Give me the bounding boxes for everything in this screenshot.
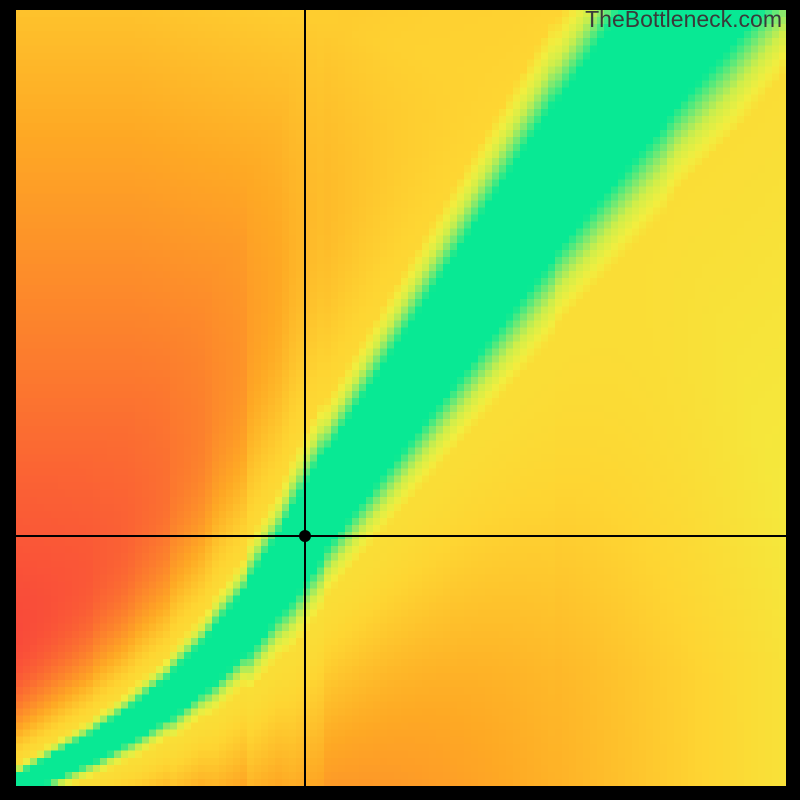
crosshair-horizontal bbox=[16, 535, 786, 537]
crosshair-point bbox=[299, 530, 311, 542]
bottleneck-heatmap bbox=[16, 10, 786, 786]
watermark-text: TheBottleneck.com bbox=[585, 6, 782, 33]
crosshair-vertical bbox=[304, 10, 306, 786]
chart-container: TheBottleneck.com bbox=[0, 0, 800, 800]
